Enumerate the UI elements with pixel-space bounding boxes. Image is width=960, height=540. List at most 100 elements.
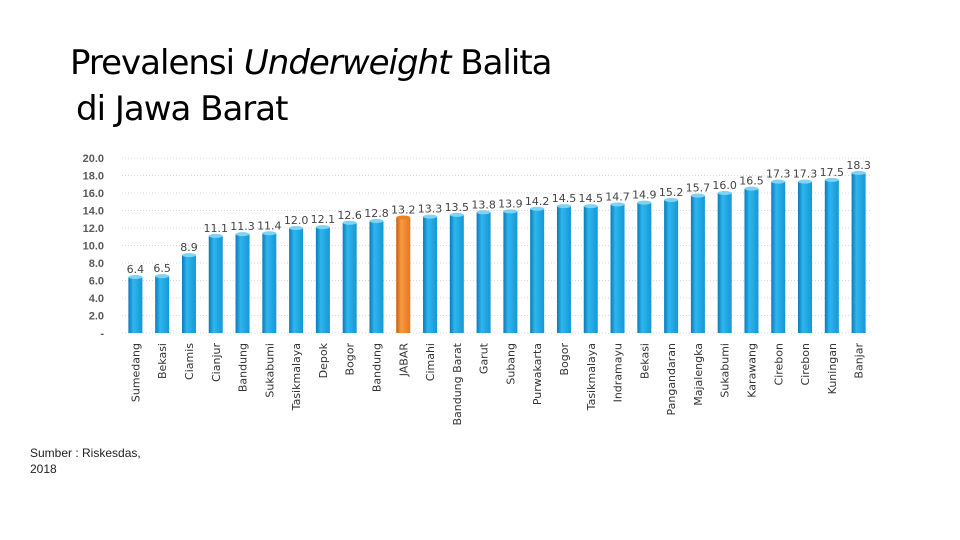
bar — [155, 276, 170, 333]
y-tick-label: 2.0 — [89, 311, 104, 323]
source-note: Sumber : Riskesdas, 2018 — [30, 446, 141, 476]
bar — [396, 217, 411, 333]
x-tick-label: Garut — [478, 342, 491, 374]
y-tick-label: 4.0 — [89, 293, 104, 305]
data-label: 13.2 — [391, 204, 416, 217]
x-tick-label: Subang — [504, 343, 517, 385]
x-tick-label: Kuningan — [826, 343, 839, 394]
x-tick-label: Ciamis — [183, 343, 196, 380]
x-tick-label: Indramayu — [612, 343, 625, 402]
bar-top — [771, 179, 786, 184]
title-prefix: Prevalensi — [70, 43, 244, 83]
x-tick-label: Purwakarta — [531, 343, 544, 405]
y-tick-label: - — [100, 328, 104, 340]
data-labels: 6.4 6.58.911.1 11.3 11.4 12.0 12.1 12.6 12.8 13.… — [127, 159, 871, 276]
x-tick-label: Bandung — [237, 343, 250, 392]
bar — [315, 227, 330, 333]
title-suffix: Balita — [450, 43, 552, 83]
bar-top — [798, 179, 813, 184]
bar — [664, 200, 679, 333]
bar — [342, 222, 357, 333]
bar — [851, 172, 866, 333]
bar — [637, 202, 652, 333]
bar-top — [289, 226, 304, 230]
bar-top — [449, 212, 464, 217]
bar-top — [690, 193, 705, 198]
data-label: 14.5 — [579, 192, 604, 205]
bar — [824, 179, 839, 333]
x-axis: Sumedang Bekasi Ciamis Cianjur Bandung Sukabu… — [129, 342, 865, 425]
bar — [530, 208, 545, 333]
data-label: 11.4 — [257, 219, 282, 232]
x-tick-label: Bandung — [370, 343, 383, 392]
bar-top — [476, 210, 491, 215]
x-tick-label: Bogor — [558, 343, 571, 376]
y-tick-label: 18.0 — [83, 171, 104, 183]
data-label: 17.3 — [766, 168, 791, 181]
bar-top — [369, 219, 384, 223]
bar-top — [824, 177, 839, 182]
bar — [744, 188, 759, 333]
data-label: 14.5 — [552, 192, 577, 205]
x-tick-label: Tasikmalaya — [290, 343, 303, 411]
bar-top — [342, 220, 357, 225]
bar-top — [503, 209, 518, 214]
bar-top — [262, 231, 277, 236]
data-label: 17.5 — [820, 166, 845, 179]
data-label: 16.0 — [712, 179, 737, 192]
x-tick-label: Cianjur — [210, 343, 223, 382]
x-tick-label: Bekasi — [156, 343, 169, 379]
y-tick-label: 6.0 — [89, 276, 104, 288]
bar — [717, 193, 732, 333]
bar — [610, 204, 625, 333]
x-tick-label: Depok — [317, 342, 330, 378]
bar — [128, 277, 143, 333]
y-axis: - 2.0 4.0 6.0 8.0 10.0 12.0 14.0 16.0 18.0 20.0 — [83, 153, 105, 340]
title-italic: Underweight — [243, 43, 452, 83]
data-label: 13.5 — [445, 201, 470, 214]
data-label: 15.7 — [686, 182, 711, 195]
x-tick-label: Banjar — [853, 343, 866, 379]
bar — [235, 234, 250, 333]
bar — [289, 228, 304, 333]
bar-top — [315, 225, 330, 230]
bars — [128, 170, 866, 333]
y-tick-label: 20.0 — [83, 153, 104, 165]
data-label: 15.2 — [659, 186, 684, 199]
bar-top — [744, 186, 759, 191]
bar-top — [181, 253, 196, 258]
bar-top — [851, 170, 866, 175]
bar — [208, 235, 223, 333]
x-tick-label: Pangandaran — [665, 343, 678, 416]
x-tick-label: Cimahi — [424, 343, 437, 381]
x-tick-label: Bogor — [344, 343, 357, 376]
bar-top — [423, 214, 438, 219]
data-label: 13.8 — [471, 198, 496, 211]
bar-top — [235, 232, 250, 237]
data-label: 18.3 — [846, 159, 871, 172]
x-tick-label: Tasikmalaya — [585, 343, 598, 411]
data-label: 13.3 — [418, 203, 443, 216]
x-tick-label: Karawang — [745, 343, 758, 398]
bar — [798, 181, 813, 333]
page-title: Prevalensi Underweight Balita di Jawa Bar… — [70, 40, 552, 132]
bar-top — [637, 200, 652, 205]
data-label: 16.5 — [739, 175, 764, 188]
bar-top — [556, 204, 571, 209]
data-label: 14.9 — [632, 189, 657, 202]
data-label: 6.5 — [153, 262, 171, 275]
x-tick-label: Sumedang — [129, 343, 142, 402]
y-tick-label: 10.0 — [83, 241, 104, 253]
bar — [690, 195, 705, 333]
bar — [503, 211, 518, 333]
data-label: 11.3 — [230, 220, 255, 233]
bar — [369, 221, 384, 333]
x-tick-label: Majalengka — [692, 343, 705, 406]
bar-top — [717, 191, 732, 195]
bar — [583, 206, 598, 333]
data-label: 12.1 — [311, 213, 336, 226]
data-label: 11.1 — [204, 222, 229, 235]
bar — [423, 216, 438, 333]
bar — [262, 233, 277, 333]
